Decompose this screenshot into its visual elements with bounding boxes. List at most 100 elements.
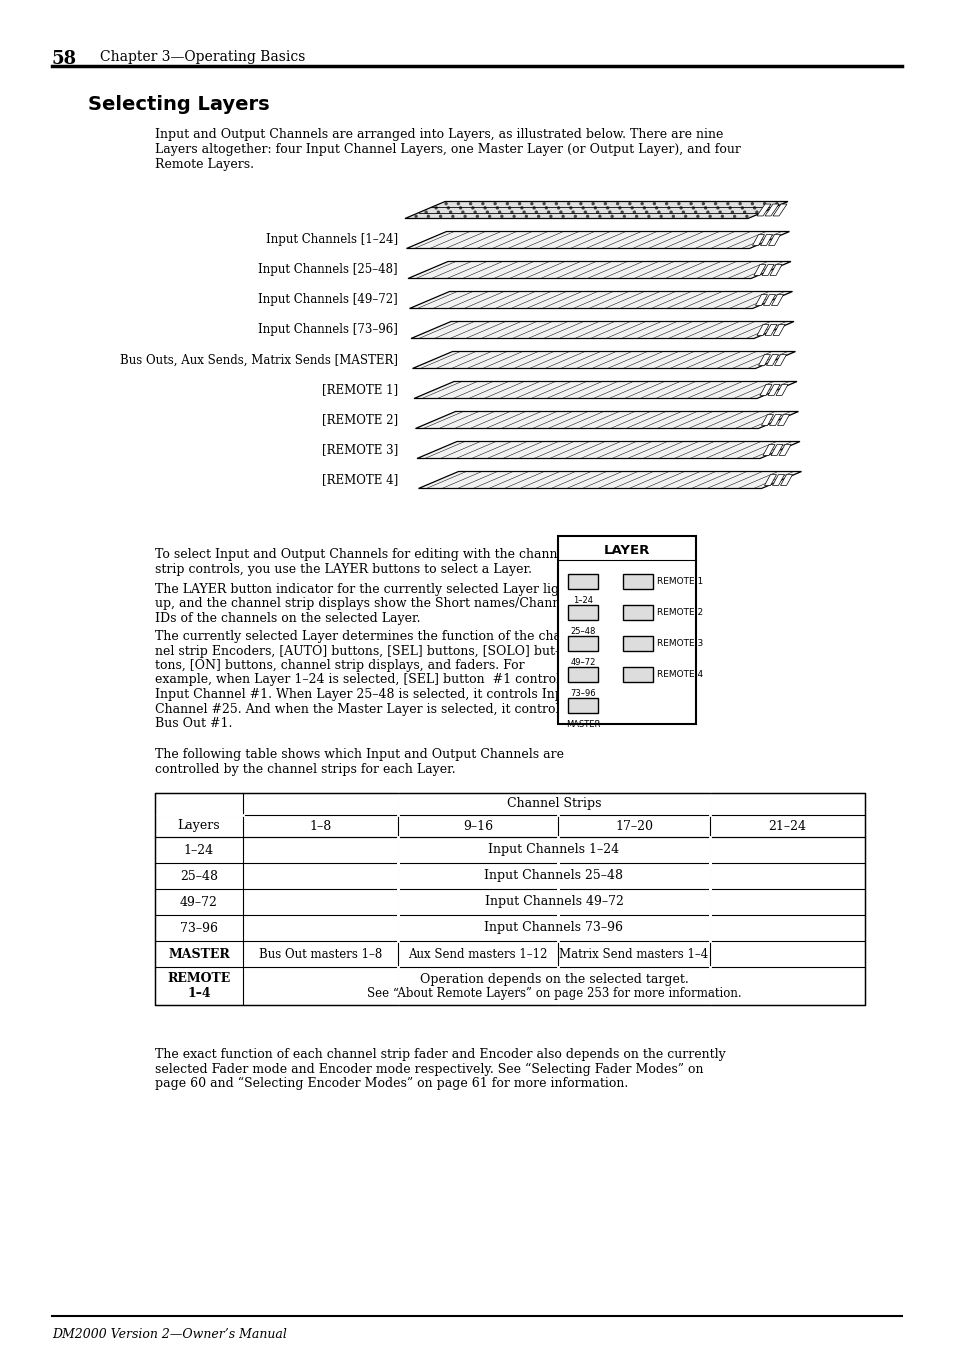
Circle shape bbox=[481, 203, 483, 204]
Circle shape bbox=[751, 203, 753, 204]
Polygon shape bbox=[762, 295, 775, 305]
Circle shape bbox=[642, 207, 644, 209]
Polygon shape bbox=[779, 444, 790, 455]
Polygon shape bbox=[767, 385, 780, 396]
Circle shape bbox=[706, 211, 708, 213]
Text: selected Fader mode and Encoder mode respectively. See “Selecting Fader Modes” o: selected Fader mode and Encoder mode res… bbox=[154, 1062, 702, 1075]
Circle shape bbox=[567, 203, 569, 204]
Polygon shape bbox=[757, 204, 770, 216]
Text: 17–20: 17–20 bbox=[615, 820, 652, 832]
Polygon shape bbox=[765, 354, 778, 365]
Circle shape bbox=[498, 211, 500, 213]
Circle shape bbox=[533, 207, 535, 209]
Circle shape bbox=[449, 211, 451, 213]
Bar bbox=[622, 574, 652, 589]
Circle shape bbox=[692, 207, 694, 209]
Text: IDs of the channels on the selected Layer.: IDs of the channels on the selected Laye… bbox=[154, 612, 420, 626]
Polygon shape bbox=[775, 385, 787, 396]
Circle shape bbox=[728, 207, 730, 209]
Circle shape bbox=[530, 203, 533, 204]
Circle shape bbox=[542, 203, 544, 204]
Circle shape bbox=[731, 211, 733, 213]
Circle shape bbox=[620, 211, 622, 213]
Circle shape bbox=[739, 203, 740, 204]
Circle shape bbox=[645, 211, 647, 213]
Polygon shape bbox=[418, 471, 801, 489]
Text: The exact function of each channel strip fader and Encoder also depends on the c: The exact function of each channel strip… bbox=[154, 1048, 725, 1061]
Text: Layers altogether: four Input Channel Layers, one Master Layer (or Output Layer): Layers altogether: four Input Channel La… bbox=[154, 143, 740, 155]
Text: 25–48: 25–48 bbox=[180, 870, 218, 882]
Text: 58: 58 bbox=[52, 50, 77, 68]
Circle shape bbox=[459, 207, 461, 209]
Circle shape bbox=[435, 207, 436, 209]
Text: [REMOTE 2]: [REMOTE 2] bbox=[321, 413, 397, 427]
Polygon shape bbox=[758, 354, 770, 365]
Text: The LAYER button indicator for the currently selected Layer lights: The LAYER button indicator for the curre… bbox=[154, 584, 578, 596]
Circle shape bbox=[555, 203, 557, 204]
Polygon shape bbox=[752, 235, 763, 246]
Text: LAYER: LAYER bbox=[603, 543, 650, 557]
Circle shape bbox=[753, 207, 755, 209]
Circle shape bbox=[596, 211, 598, 213]
Polygon shape bbox=[764, 324, 776, 335]
Circle shape bbox=[439, 215, 441, 218]
Bar bbox=[567, 636, 598, 651]
Polygon shape bbox=[769, 265, 781, 276]
Circle shape bbox=[640, 203, 642, 204]
Text: REMOTE 3: REMOTE 3 bbox=[657, 639, 702, 648]
Circle shape bbox=[447, 207, 449, 209]
Text: Operation depends on the selected target.: Operation depends on the selected target… bbox=[419, 973, 688, 985]
Polygon shape bbox=[777, 415, 789, 426]
Circle shape bbox=[513, 215, 515, 218]
Bar bbox=[622, 667, 652, 682]
Polygon shape bbox=[405, 201, 787, 219]
Text: strip controls, you use the LAYER buttons to select a Layer.: strip controls, you use the LAYER button… bbox=[154, 562, 532, 576]
Circle shape bbox=[608, 211, 610, 213]
Text: Input Channel #1. When Layer 25–48 is selected, it controls Input: Input Channel #1. When Layer 25–48 is se… bbox=[154, 688, 576, 701]
Circle shape bbox=[665, 203, 667, 204]
Text: Input Channels 73–96: Input Channels 73–96 bbox=[484, 921, 623, 935]
Circle shape bbox=[584, 211, 586, 213]
Circle shape bbox=[616, 203, 618, 204]
Polygon shape bbox=[774, 354, 785, 365]
Circle shape bbox=[669, 211, 672, 213]
Circle shape bbox=[561, 215, 563, 218]
Circle shape bbox=[488, 215, 490, 218]
Text: 73–96: 73–96 bbox=[180, 921, 218, 935]
Circle shape bbox=[755, 211, 757, 213]
Circle shape bbox=[594, 207, 596, 209]
Text: nel strip Encoders, [AUTO] buttons, [SEL] buttons, [SOLO] but-: nel strip Encoders, [AUTO] buttons, [SEL… bbox=[154, 644, 558, 658]
Text: 1–8: 1–8 bbox=[309, 820, 332, 832]
Text: controlled by the channel strips for each Layer.: controlled by the channel strips for eac… bbox=[154, 762, 456, 775]
Circle shape bbox=[472, 207, 474, 209]
Text: Input Channels 1–24: Input Channels 1–24 bbox=[488, 843, 618, 857]
Circle shape bbox=[681, 211, 683, 213]
Text: Input and Output Channels are arranged into Layers, as illustrated below. There : Input and Output Channels are arranged i… bbox=[154, 128, 722, 141]
Circle shape bbox=[598, 215, 600, 218]
Circle shape bbox=[726, 203, 728, 204]
Polygon shape bbox=[409, 292, 792, 308]
Text: To select Input and Output Channels for editing with the channel: To select Input and Output Channels for … bbox=[154, 549, 568, 561]
Polygon shape bbox=[416, 442, 800, 458]
Text: page 60 and “Selecting Encoder Modes” on page 61 for more information.: page 60 and “Selecting Encoder Modes” on… bbox=[154, 1077, 628, 1090]
Bar bbox=[567, 698, 598, 713]
Circle shape bbox=[547, 211, 549, 213]
Circle shape bbox=[678, 203, 679, 204]
Text: tons, [ON] buttons, channel strip displays, and faders. For: tons, [ON] buttons, channel strip displa… bbox=[154, 659, 524, 671]
Circle shape bbox=[522, 211, 524, 213]
Text: MASTER: MASTER bbox=[565, 720, 599, 730]
Bar bbox=[567, 667, 598, 682]
Polygon shape bbox=[753, 265, 765, 276]
Circle shape bbox=[631, 207, 633, 209]
Text: Input Channels 49–72: Input Channels 49–72 bbox=[484, 896, 622, 908]
Circle shape bbox=[708, 215, 710, 218]
Text: 49–72: 49–72 bbox=[180, 896, 217, 908]
Text: Bus Outs, Aux Sends, Matrix Sends [MASTER]: Bus Outs, Aux Sends, Matrix Sends [MASTE… bbox=[120, 354, 397, 366]
Circle shape bbox=[525, 215, 527, 218]
Circle shape bbox=[496, 207, 497, 209]
Text: Channel #25. And when the Master Layer is selected, it controls: Channel #25. And when the Master Layer i… bbox=[154, 703, 565, 716]
Circle shape bbox=[469, 203, 471, 204]
Polygon shape bbox=[755, 295, 767, 305]
Text: Aux Send masters 1–12: Aux Send masters 1–12 bbox=[408, 947, 547, 961]
Bar bbox=[558, 536, 696, 724]
